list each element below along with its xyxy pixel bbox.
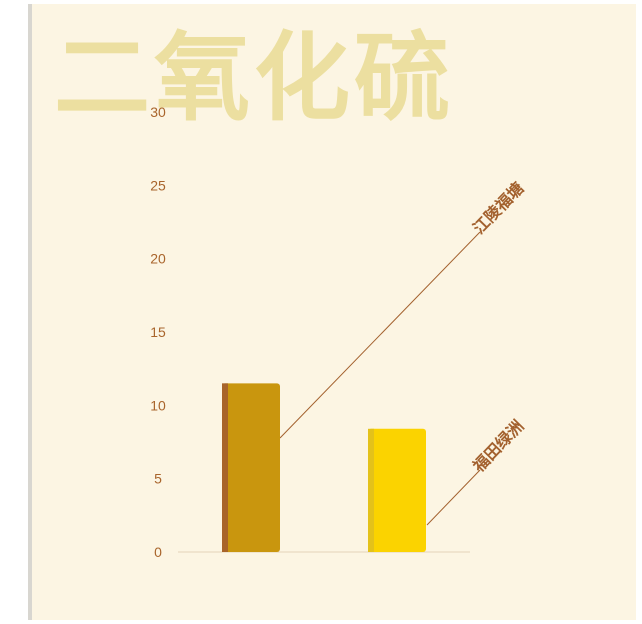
- bar: [222, 383, 280, 552]
- y-tick-label: 0: [154, 544, 162, 560]
- y-tick-label: 5: [154, 471, 162, 487]
- y-tick-label: 30: [150, 104, 166, 120]
- leader-lines: [279, 231, 481, 526]
- category-label: 江陵福塘: [469, 178, 527, 237]
- chart-panel: [28, 4, 636, 620]
- watermark-title: 二氧化硫: [54, 22, 454, 134]
- y-tick-label: 25: [150, 177, 166, 193]
- bar-shade: [368, 428, 374, 552]
- y-tick-label: 15: [150, 324, 166, 340]
- bar: [368, 428, 426, 552]
- y-tick-label: 20: [150, 251, 166, 267]
- y-tick-label: 10: [150, 397, 166, 413]
- leader-line: [279, 231, 481, 439]
- bars: [222, 383, 426, 552]
- leader-line: [426, 469, 481, 526]
- bar-shade: [222, 383, 228, 552]
- y-axis-ticks: 0 5 10 15 20 25 30: [150, 104, 166, 560]
- category-label: 福田绿洲: [469, 416, 528, 476]
